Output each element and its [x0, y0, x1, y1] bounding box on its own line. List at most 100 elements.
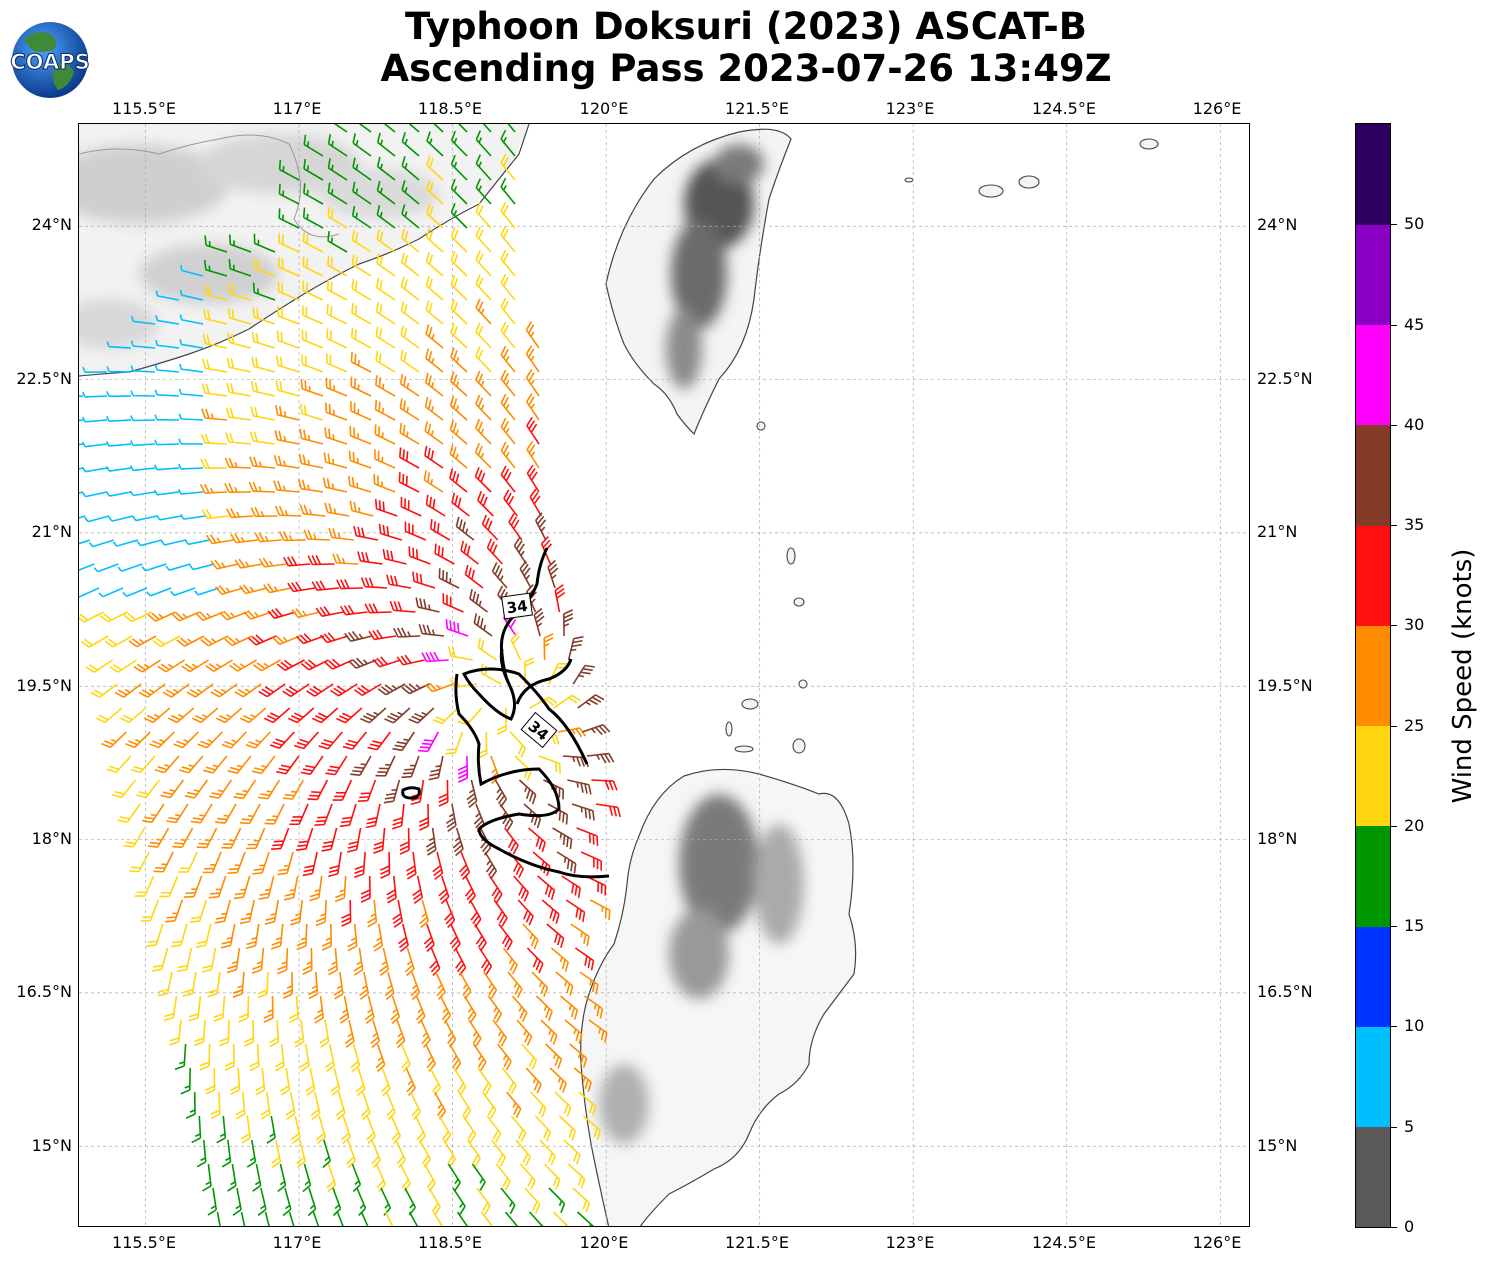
wind-barb: [170, 587, 196, 597]
wind-barb: [450, 251, 468, 277]
wind-barb: [393, 627, 421, 638]
wind-barb: [202, 333, 228, 349]
wind-barb: [454, 947, 467, 976]
wind-barb: [399, 422, 420, 445]
wind-barb: [299, 403, 324, 421]
wind-barb: [200, 635, 229, 647]
wind-barb: [327, 134, 348, 157]
wind-barb: [425, 300, 444, 325]
wind-barb: [534, 512, 547, 541]
wind-barb: [165, 899, 183, 923]
taiwan-landmass: [605, 128, 792, 436]
wind-barb: [529, 696, 558, 709]
wind-barb: [194, 587, 220, 596]
lon-tick-bottom: 115.5°E: [112, 1233, 176, 1252]
wind-barb: [333, 971, 344, 1000]
contour-line: [401, 786, 421, 800]
wind-barb: [522, 923, 539, 950]
colorbar-segment: [1356, 424, 1390, 526]
lon-tick-top: 126°E: [1192, 99, 1242, 118]
wind-barb: [157, 971, 173, 997]
wind-barb: [425, 251, 444, 277]
wind-barb: [266, 1115, 276, 1144]
wind-barb: [327, 158, 348, 181]
wind-barb: [278, 232, 300, 253]
colorbar-tick-label: 45: [1404, 314, 1425, 334]
colorbar-tick-mark: [1391, 625, 1397, 627]
wind-barb: [273, 480, 300, 493]
wind-barb: [312, 1211, 322, 1226]
wind-barb: [513, 875, 530, 902]
wind-barb: [277, 281, 300, 301]
wind-barb: [376, 277, 396, 301]
wind-barb: [243, 610, 272, 620]
wind-barb: [408, 546, 431, 565]
wind-barb: [357, 779, 377, 803]
wind-barb: [274, 429, 300, 445]
wind-barb: [146, 923, 164, 947]
wind-barb: [319, 1019, 330, 1048]
wind-barb: [534, 1115, 552, 1142]
wind-barb: [447, 1163, 461, 1192]
wind-barb: [404, 521, 427, 541]
wind-barb: [147, 611, 176, 622]
wind-barb: [350, 327, 372, 349]
wind-barb: [130, 340, 156, 349]
wind-barb: [221, 1139, 232, 1168]
wind-barb: [269, 731, 295, 749]
wind-barb: [405, 851, 417, 880]
wind-barb: [449, 419, 468, 445]
wind-barb: [172, 827, 194, 849]
contour-line: [515, 658, 573, 705]
wind-barb: [327, 206, 348, 229]
wind-barb: [384, 971, 395, 1001]
wind-barb: [552, 1211, 570, 1226]
wind-barb: [185, 1091, 196, 1119]
wind-barb: [282, 683, 310, 698]
wind-barb: [469, 589, 488, 613]
wind-barb: [90, 683, 118, 698]
wind-barb: [166, 803, 189, 824]
wind-barb: [381, 1067, 391, 1097]
wind-barb: [318, 731, 343, 750]
wind-barb: [248, 481, 276, 493]
wind-barb: [108, 515, 134, 522]
wind-barb: [301, 354, 324, 373]
wind-barb: [366, 899, 378, 928]
wind-barb: [153, 464, 180, 471]
china-landmass: [79, 124, 530, 377]
wind-barb: [366, 1115, 376, 1145]
wind-barb: [450, 178, 468, 205]
wind-barb: [524, 1187, 541, 1214]
wind-barb: [80, 635, 109, 648]
wind-barb: [283, 556, 311, 567]
wind-barb: [526, 947, 544, 974]
wind-barb: [123, 827, 146, 848]
wind-barb: [143, 707, 171, 724]
wind-barb: [582, 724, 611, 736]
wind-barb: [109, 659, 138, 673]
wind-barb: [508, 851, 524, 879]
wind-barb: [438, 568, 460, 589]
wind-barb: [277, 1163, 287, 1193]
wind-barb: [352, 124, 372, 133]
wind-barb: [170, 923, 188, 948]
wind-barb: [565, 899, 586, 923]
wind-barb: [228, 283, 252, 301]
wind-barb: [474, 923, 487, 952]
wind-barb: [352, 133, 372, 157]
colorbar-tick-mark: [1391, 224, 1397, 226]
wind-barb: [245, 923, 260, 950]
wind-barb: [79, 467, 84, 473]
wind-barb: [251, 755, 276, 775]
wind-barb: [214, 585, 244, 595]
wind-barb: [101, 731, 127, 749]
wind-barb: [450, 299, 468, 325]
wind-barb: [339, 803, 357, 828]
wind-barb: [376, 253, 396, 277]
wind-barb: [159, 875, 179, 898]
wind-barb: [82, 391, 108, 398]
wind-barb: [426, 131, 444, 157]
wind-barb: [567, 636, 584, 661]
wind-barb: [302, 207, 324, 229]
